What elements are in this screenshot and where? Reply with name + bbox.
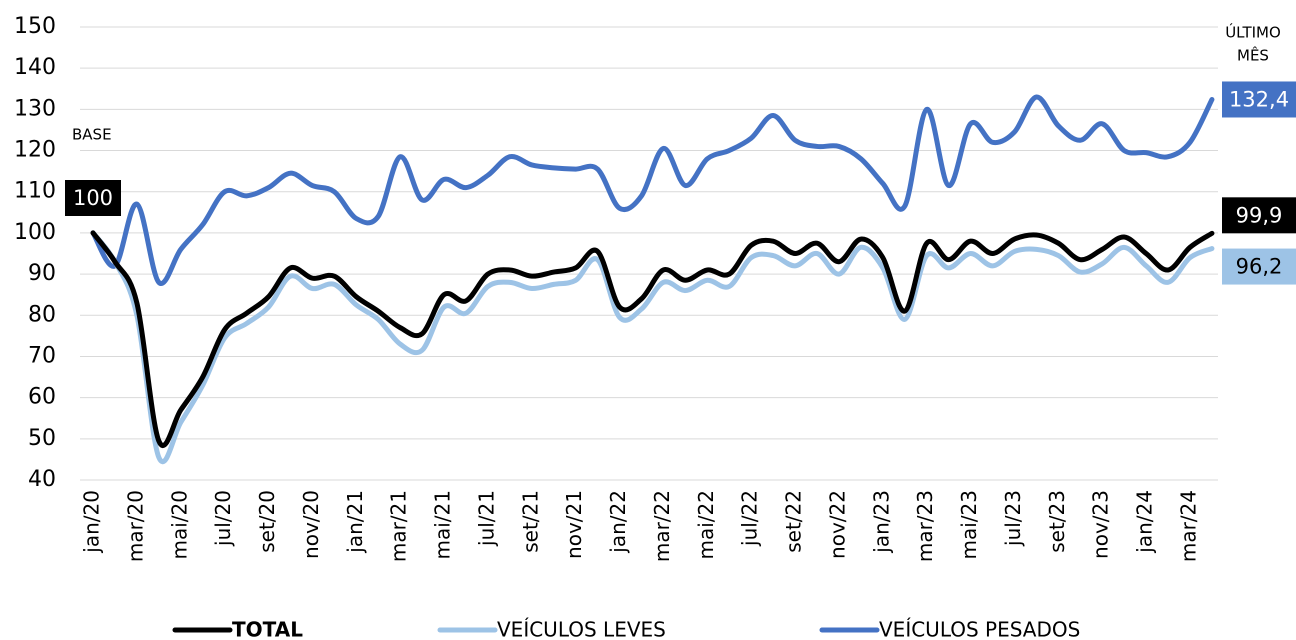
x-tick-label: set/22 [782,490,806,553]
x-tick-label: jan/23 [869,490,893,554]
start-label: 100 [73,186,113,210]
legend-label: VEÍCULOS LEVES [497,618,666,640]
x-tick-label: mar/23 [913,490,937,562]
value-label-box [1222,248,1296,285]
start-label-box [65,180,121,216]
x-tick-label: mar/20 [123,490,147,562]
x-tick-label: set/20 [255,490,279,553]
y-tick-label: 120 [14,138,56,163]
x-tick-label: mai/21 [431,490,455,559]
x-tick-label: jul/20 [211,490,235,547]
x-tick-label: mai/20 [167,490,191,559]
x-tick-label: mai/22 [694,490,718,559]
x-tick-label: mai/23 [957,490,981,559]
x-tick-label: set/23 [1045,490,1069,553]
series-line [90,230,1215,465]
value-label-box [1222,81,1296,118]
last-month-annotation: ÚLTIMO [1225,23,1281,42]
x-tick-label: mar/22 [650,490,674,562]
x-tick-label: jan/24 [1133,490,1157,554]
x-tick-label: jul/21 [474,490,498,547]
x-tick-label: nov/21 [562,490,586,559]
x-tick-label: jan/21 [343,490,367,554]
x-tick-label: jul/22 [738,490,762,547]
x-tick-label: jan/22 [606,490,630,554]
value-label: 96,2 [1236,255,1283,279]
value-label: 99,9 [1236,203,1283,227]
y-tick-label: 70 [28,343,56,368]
y-tick-label: 140 [14,55,56,80]
last-month-annotation: MÊS [1237,46,1269,65]
series-line [90,94,1215,286]
legend-label: TOTAL [232,618,303,640]
y-tick-label: 110 [14,179,56,204]
x-tick-label: nov/23 [1089,490,1113,559]
x-tick-label: nov/20 [299,490,323,559]
x-tick-label: jan/20 [80,490,104,554]
x-tick-label: mar/24 [1177,490,1201,562]
y-tick-label: 100 [14,220,56,245]
y-tick-label: 150 [14,14,56,39]
y-tick-label: 50 [28,426,56,451]
base-annotation: BASE [72,126,112,144]
y-tick-label: 40 [28,467,56,492]
y-tick-label: 60 [28,385,56,410]
x-tick-label: mar/21 [387,490,411,562]
y-tick-label: 80 [28,302,56,327]
x-tick-label: nov/22 [825,490,849,559]
y-tick-label: 90 [28,261,56,286]
value-label: 132,4 [1229,87,1289,111]
x-tick-label: jul/23 [1001,490,1025,547]
y-tick-label: 130 [14,96,56,121]
x-tick-label: set/21 [518,490,542,553]
value-label-box [1222,197,1296,234]
legend-label: VEÍCULOS PESADOS [879,618,1080,640]
series-line [90,230,1215,448]
